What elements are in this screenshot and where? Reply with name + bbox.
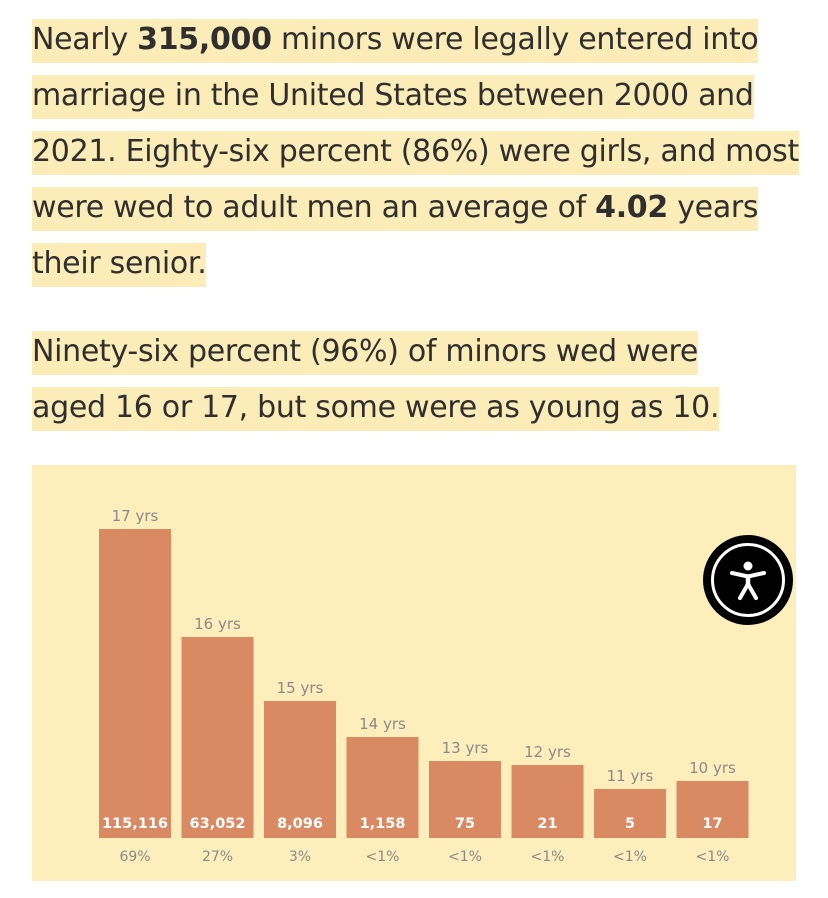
bar-percent-label: <1% xyxy=(531,849,565,865)
bar-category-label: 11 yrs xyxy=(607,767,654,785)
bar-percent-label: <1% xyxy=(696,849,730,865)
intro-text-2: minors were legally entered into marriag… xyxy=(32,22,799,225)
intro-paragraph: Nearly 315,000 minors were legally enter… xyxy=(32,12,802,292)
intro-text-3: years their senior. xyxy=(32,190,759,281)
bar-percent-label: <1% xyxy=(366,849,400,865)
bar-value-label: 75 xyxy=(455,816,475,832)
bar-category-label: 10 yrs xyxy=(689,759,736,777)
bar-value-label: 1,158 xyxy=(360,816,406,832)
bar-percent-label: 27% xyxy=(202,849,233,865)
bar-percent-label: <1% xyxy=(613,849,647,865)
intro-text-1: Nearly xyxy=(32,22,138,57)
bar-percent-label: 3% xyxy=(289,849,311,865)
chart-svg: 17 yrs 115,116 69% 16 yrs 63,052 27% 15 yrs 8,0… xyxy=(99,507,749,865)
bar-category-label: 17 yrs xyxy=(112,507,159,525)
bar-7 xyxy=(676,781,749,838)
accessibility-button[interactable] xyxy=(703,535,793,625)
bar-value-label: 63,052 xyxy=(190,816,246,832)
bar-value-label: 8,096 xyxy=(277,816,323,832)
accessibility-icon xyxy=(730,561,766,600)
age-text: Ninety-six percent (96%) of minors wed w… xyxy=(32,331,719,431)
bar-percent-label: 69% xyxy=(119,849,150,865)
bar-category-label: 12 yrs xyxy=(524,743,571,761)
age-bar-chart: 17 yrs 115,116 69% 16 yrs 63,052 27% 15 yrs 8,0… xyxy=(32,465,796,881)
bar-percent-label: <1% xyxy=(448,849,482,865)
bar-category-label: 13 yrs xyxy=(442,739,489,757)
bar-value-label: 5 xyxy=(625,816,635,832)
bar-value-label: 115,116 xyxy=(102,816,168,832)
bar-6 xyxy=(594,789,666,838)
minors-count: 315,000 xyxy=(137,22,272,57)
bar-2 xyxy=(264,701,336,838)
bar-3 xyxy=(346,737,419,838)
bar-1 xyxy=(181,637,254,838)
age-gap-value: 4.02 xyxy=(595,190,668,225)
bar-5 xyxy=(511,765,584,838)
bar-value-label: 21 xyxy=(537,816,557,832)
bar-category-label: 14 yrs xyxy=(359,715,406,733)
bar-category-label: 15 yrs xyxy=(277,679,324,697)
bar-value-label: 17 xyxy=(702,816,722,832)
bar-0 xyxy=(99,529,171,838)
age-paragraph: Ninety-six percent (96%) of minors wed w… xyxy=(32,324,772,436)
bar-category-label: 16 yrs xyxy=(194,615,241,633)
accessibility-button-ring xyxy=(711,543,785,617)
bar-4 xyxy=(429,761,501,838)
